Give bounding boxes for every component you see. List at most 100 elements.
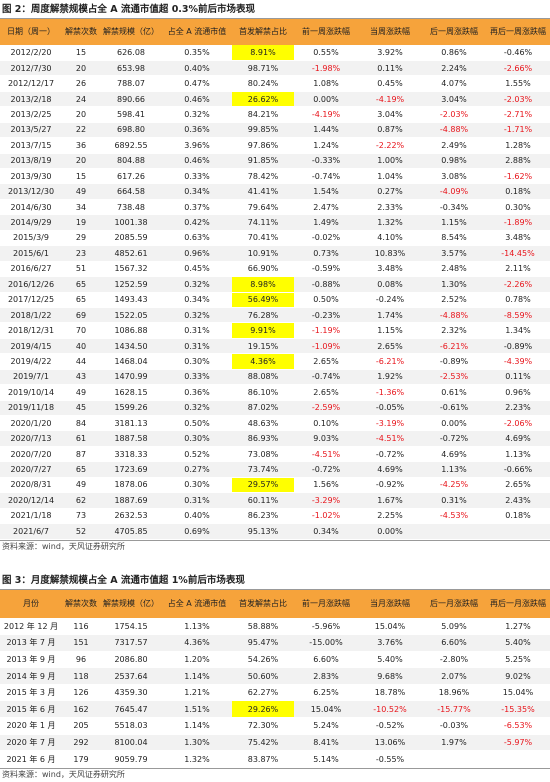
table-cell: 617.26	[100, 168, 162, 185]
table-cell	[422, 523, 486, 540]
table-cell: 0.00%	[422, 415, 486, 432]
table-cell: 0.40%	[162, 60, 232, 77]
table-cell: 20	[62, 60, 100, 77]
table-cell: 15	[62, 168, 100, 185]
table-cell: -1.71%	[486, 122, 550, 139]
header-cell: 首发解禁占比	[232, 19, 294, 45]
table-cell: -1.89%	[486, 214, 550, 231]
table-cell: 1.34%	[486, 322, 550, 339]
table-cell: 15.04%	[294, 700, 358, 719]
table-cell: 0.18%	[486, 183, 550, 200]
table-cell: 3.57%	[422, 245, 486, 262]
table-row: 2012/2/20 15 626.08 0.35% 8.91% 0.55% 3.92% 0.8…	[0, 45, 550, 61]
table-row: 2012/12/17 26 788.07 0.47% 80.24% 1.08% 0.45% 4…	[0, 75, 550, 92]
table-cell: -0.24%	[358, 292, 422, 308]
table-cell: 26.62%	[232, 91, 294, 108]
table-cell: -3.19%	[358, 415, 422, 432]
table-cell: 0.73%	[294, 245, 358, 262]
table-cell: 3.92%	[358, 45, 422, 61]
table-cell: 4705.85	[100, 523, 162, 540]
table-cell: 3181.13	[100, 415, 162, 432]
table-cell: 2014/6/30	[0, 199, 62, 216]
table-cell: 1.51%	[162, 700, 232, 719]
table-cell: 5.40%	[358, 651, 422, 669]
table-cell: 2016/12/26	[0, 276, 62, 293]
table-cell: 2013/7/15	[0, 137, 62, 154]
table-cell: 0.96%	[486, 384, 550, 401]
table-cell: 2537.64	[100, 667, 162, 685]
data-table: 日期（周一） 解禁次数 解禁规模（亿） 占全 A 流通市值 首发解禁占比 前一周涨跌幅 当周…	[0, 19, 550, 540]
table-row: 2018/1/22 69 1522.05 0.32% 76.28% -0.23% 1.74%…	[0, 307, 550, 324]
table-cell: 116	[62, 618, 100, 636]
table-cell: -2.80%	[422, 651, 486, 669]
table-cell: 1086.88	[100, 322, 162, 339]
table-cell: 6892.55	[100, 137, 162, 154]
table-cell: 2.24%	[422, 60, 486, 77]
header-cell: 占全 A 流通市值	[162, 19, 232, 45]
table-cell: 58.88%	[232, 618, 294, 636]
table-cell: 205	[62, 717, 100, 735]
table-cell: 0.46%	[162, 153, 232, 170]
table-cell: 8.41%	[294, 734, 358, 752]
table-cell: -5.97%	[486, 734, 550, 752]
table-cell: 2020/7/13	[0, 430, 62, 447]
table-cell: 162	[62, 700, 100, 719]
table-cell: 1.00%	[358, 153, 422, 170]
table-row: 2014/9/29 19 1001.38 0.42% 74.11% 1.49% 1.32% 1…	[0, 214, 550, 231]
table-cell: -0.02%	[294, 230, 358, 247]
table-cell: 2018/12/31	[0, 322, 62, 339]
table-cell: 83.87%	[232, 750, 294, 768]
table-cell: 76.28%	[232, 307, 294, 324]
table-cell: 1599.26	[100, 400, 162, 417]
table-cell: 3.48%	[358, 261, 422, 278]
table-cell: 0.45%	[162, 261, 232, 278]
table-cell: 2020 年 7 月	[0, 734, 62, 752]
table-cell: 0.18%	[486, 508, 550, 525]
table-cell: 0.33%	[162, 168, 232, 185]
table-cell: 738.48	[100, 199, 162, 216]
header-row: 日期（周一） 解禁次数 解禁规模（亿） 占全 A 流通市值 首发解禁占比 前一周涨跌幅 当周…	[0, 19, 550, 45]
header-cell: 当周涨跌幅	[358, 19, 422, 45]
table-cell: 0.52%	[162, 446, 232, 463]
table-cell: 2.65%	[486, 477, 550, 494]
table-cell: 1522.05	[100, 307, 162, 324]
table-cell: 2013 年 7 月	[0, 634, 62, 652]
table-cell: 60.11%	[232, 492, 294, 509]
table-row: 2015 年 3 月 126 4359.30 1.21% 62.27% 6.25% 18.7…	[0, 684, 550, 702]
table-cell: 0.46%	[162, 91, 232, 108]
table-cell: 29.57%	[232, 477, 294, 494]
table-row: 2012 年 12 月 116 1754.15 1.13% 58.88% -5.96% 15…	[0, 618, 550, 636]
table-cell: 5518.03	[100, 717, 162, 735]
table-cell: -1.09%	[294, 338, 358, 355]
table-row: 2019/7/1 43 1470.99 0.33% 88.08% -0.74% 1.92% -…	[0, 369, 550, 386]
table-cell: -2.22%	[358, 137, 422, 154]
table-cell: 1.13%	[422, 461, 486, 478]
table-cell: 18.96%	[422, 684, 486, 702]
table-cell: 0.30%	[486, 199, 550, 216]
table-cell: 2020/1/20	[0, 415, 62, 432]
table-cell: 0.00%	[358, 523, 422, 540]
table-cell: -0.05%	[358, 400, 422, 417]
table-cell: 78.42%	[232, 168, 294, 185]
table-cell: 2014/9/29	[0, 214, 62, 231]
table-cell: -3.29%	[294, 492, 358, 509]
table-cell: 86.23%	[232, 508, 294, 525]
table-cell: 52	[62, 523, 100, 540]
table-cell: 1.04%	[358, 168, 422, 185]
table-row: 2020/7/27 65 1723.69 0.27% 73.74% -0.72% 4.69%…	[0, 461, 550, 478]
table-cell: -6.21%	[422, 338, 486, 355]
table-cell: 0.40%	[162, 508, 232, 525]
table-cell: 2019/11/18	[0, 400, 62, 417]
table-cell: 2013/2/25	[0, 106, 62, 123]
table-row: 2019/11/18 45 1599.26 0.32% 87.02% -2.59% -0.0…	[0, 400, 550, 417]
table-cell: 54.26%	[232, 651, 294, 669]
table-cell: 0.96%	[162, 245, 232, 262]
table-cell: 7317.57	[100, 634, 162, 652]
table-cell: 2.65%	[358, 338, 422, 355]
table-cell: 2012/7/30	[0, 60, 62, 77]
header-cell: 后一月涨跌幅	[422, 590, 486, 618]
table-cell: 2013/8/19	[0, 153, 62, 170]
table-cell: 19	[62, 214, 100, 231]
table-cell: 0.63%	[162, 230, 232, 247]
table-cell: 4852.61	[100, 245, 162, 262]
